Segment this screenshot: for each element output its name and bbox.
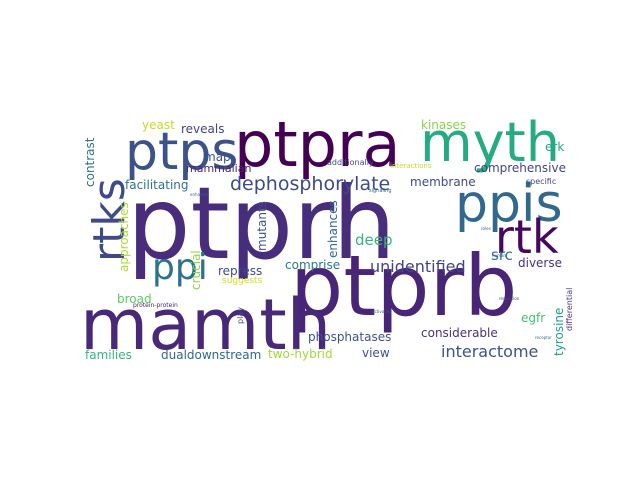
word-phosphatases: phosphatases xyxy=(308,330,392,344)
word-two-hybrid: two-hybrid xyxy=(268,347,333,361)
word-ptps: ptps xyxy=(125,122,239,182)
word-enhances-small: enhances xyxy=(190,192,210,197)
word-myth: myth xyxy=(420,111,560,174)
word-ppis: ppis xyxy=(455,174,563,234)
word-egfr: egfr xyxy=(521,311,546,325)
word-receptor: receptor xyxy=(535,335,552,340)
word-enhances: enhances xyxy=(326,200,340,258)
word-regulation: regulation xyxy=(499,296,520,301)
word-facilitating: facilitating xyxy=(125,178,189,192)
word-dephosphorylate: dephosphorylate xyxy=(230,173,391,195)
word-suggests: suggests xyxy=(222,276,263,286)
word-approaches: approaches xyxy=(117,202,131,272)
word-signaling: signaling xyxy=(369,188,392,194)
word-ptprb: ptprb xyxy=(290,237,518,335)
word-protein-protein: protein-protein xyxy=(133,302,178,309)
word-interactions: interactions xyxy=(390,162,432,170)
word-interactome: interactome xyxy=(441,342,539,361)
word-activating: activating xyxy=(372,309,392,314)
word-mammalian: mammalian xyxy=(186,162,252,175)
word-map: map xyxy=(204,150,231,164)
word-differential: differential xyxy=(565,287,574,331)
word-yeast: yeast xyxy=(142,118,175,132)
word-rtk: rtk xyxy=(495,210,559,264)
word-crucial: crucial xyxy=(189,250,203,290)
word-families: families xyxy=(85,348,132,362)
word-human: human xyxy=(492,253,506,258)
word-ptpra: ptpra xyxy=(234,108,401,181)
word-ptprh: ptprh xyxy=(127,165,396,282)
word-play: play xyxy=(236,307,245,324)
word-mamth: mamth xyxy=(80,284,332,366)
word-unidentified: unidentified xyxy=(370,257,466,276)
word-membrane: membrane xyxy=(410,175,476,189)
word-ppi: ppi xyxy=(152,247,208,288)
word-reveals: reveals xyxy=(181,122,225,136)
word-comprehensive: comprehensive xyxy=(474,161,566,175)
word-contrast: contrast xyxy=(83,137,97,188)
word-kinases: kinases xyxy=(421,118,467,132)
word-additionally: additionally xyxy=(327,158,374,167)
word-mutants: mutants xyxy=(255,201,269,251)
word-roles: roles xyxy=(481,226,491,231)
word-considerable: considerable xyxy=(421,326,498,340)
word-deep: deep xyxy=(355,231,393,249)
word-erk: erk xyxy=(545,140,565,154)
word-comprise: comprise xyxy=(285,258,341,272)
word-specific: specific xyxy=(526,177,557,186)
word-view: view xyxy=(362,346,390,360)
word-broad: broad xyxy=(117,292,152,306)
word-src: src xyxy=(491,246,513,264)
word-diverse: diverse xyxy=(518,256,563,270)
word-dualdownstream: dualdownstream xyxy=(161,348,262,362)
word-repress: repress xyxy=(218,264,263,278)
word-tyrosine: tyrosine xyxy=(552,307,566,356)
